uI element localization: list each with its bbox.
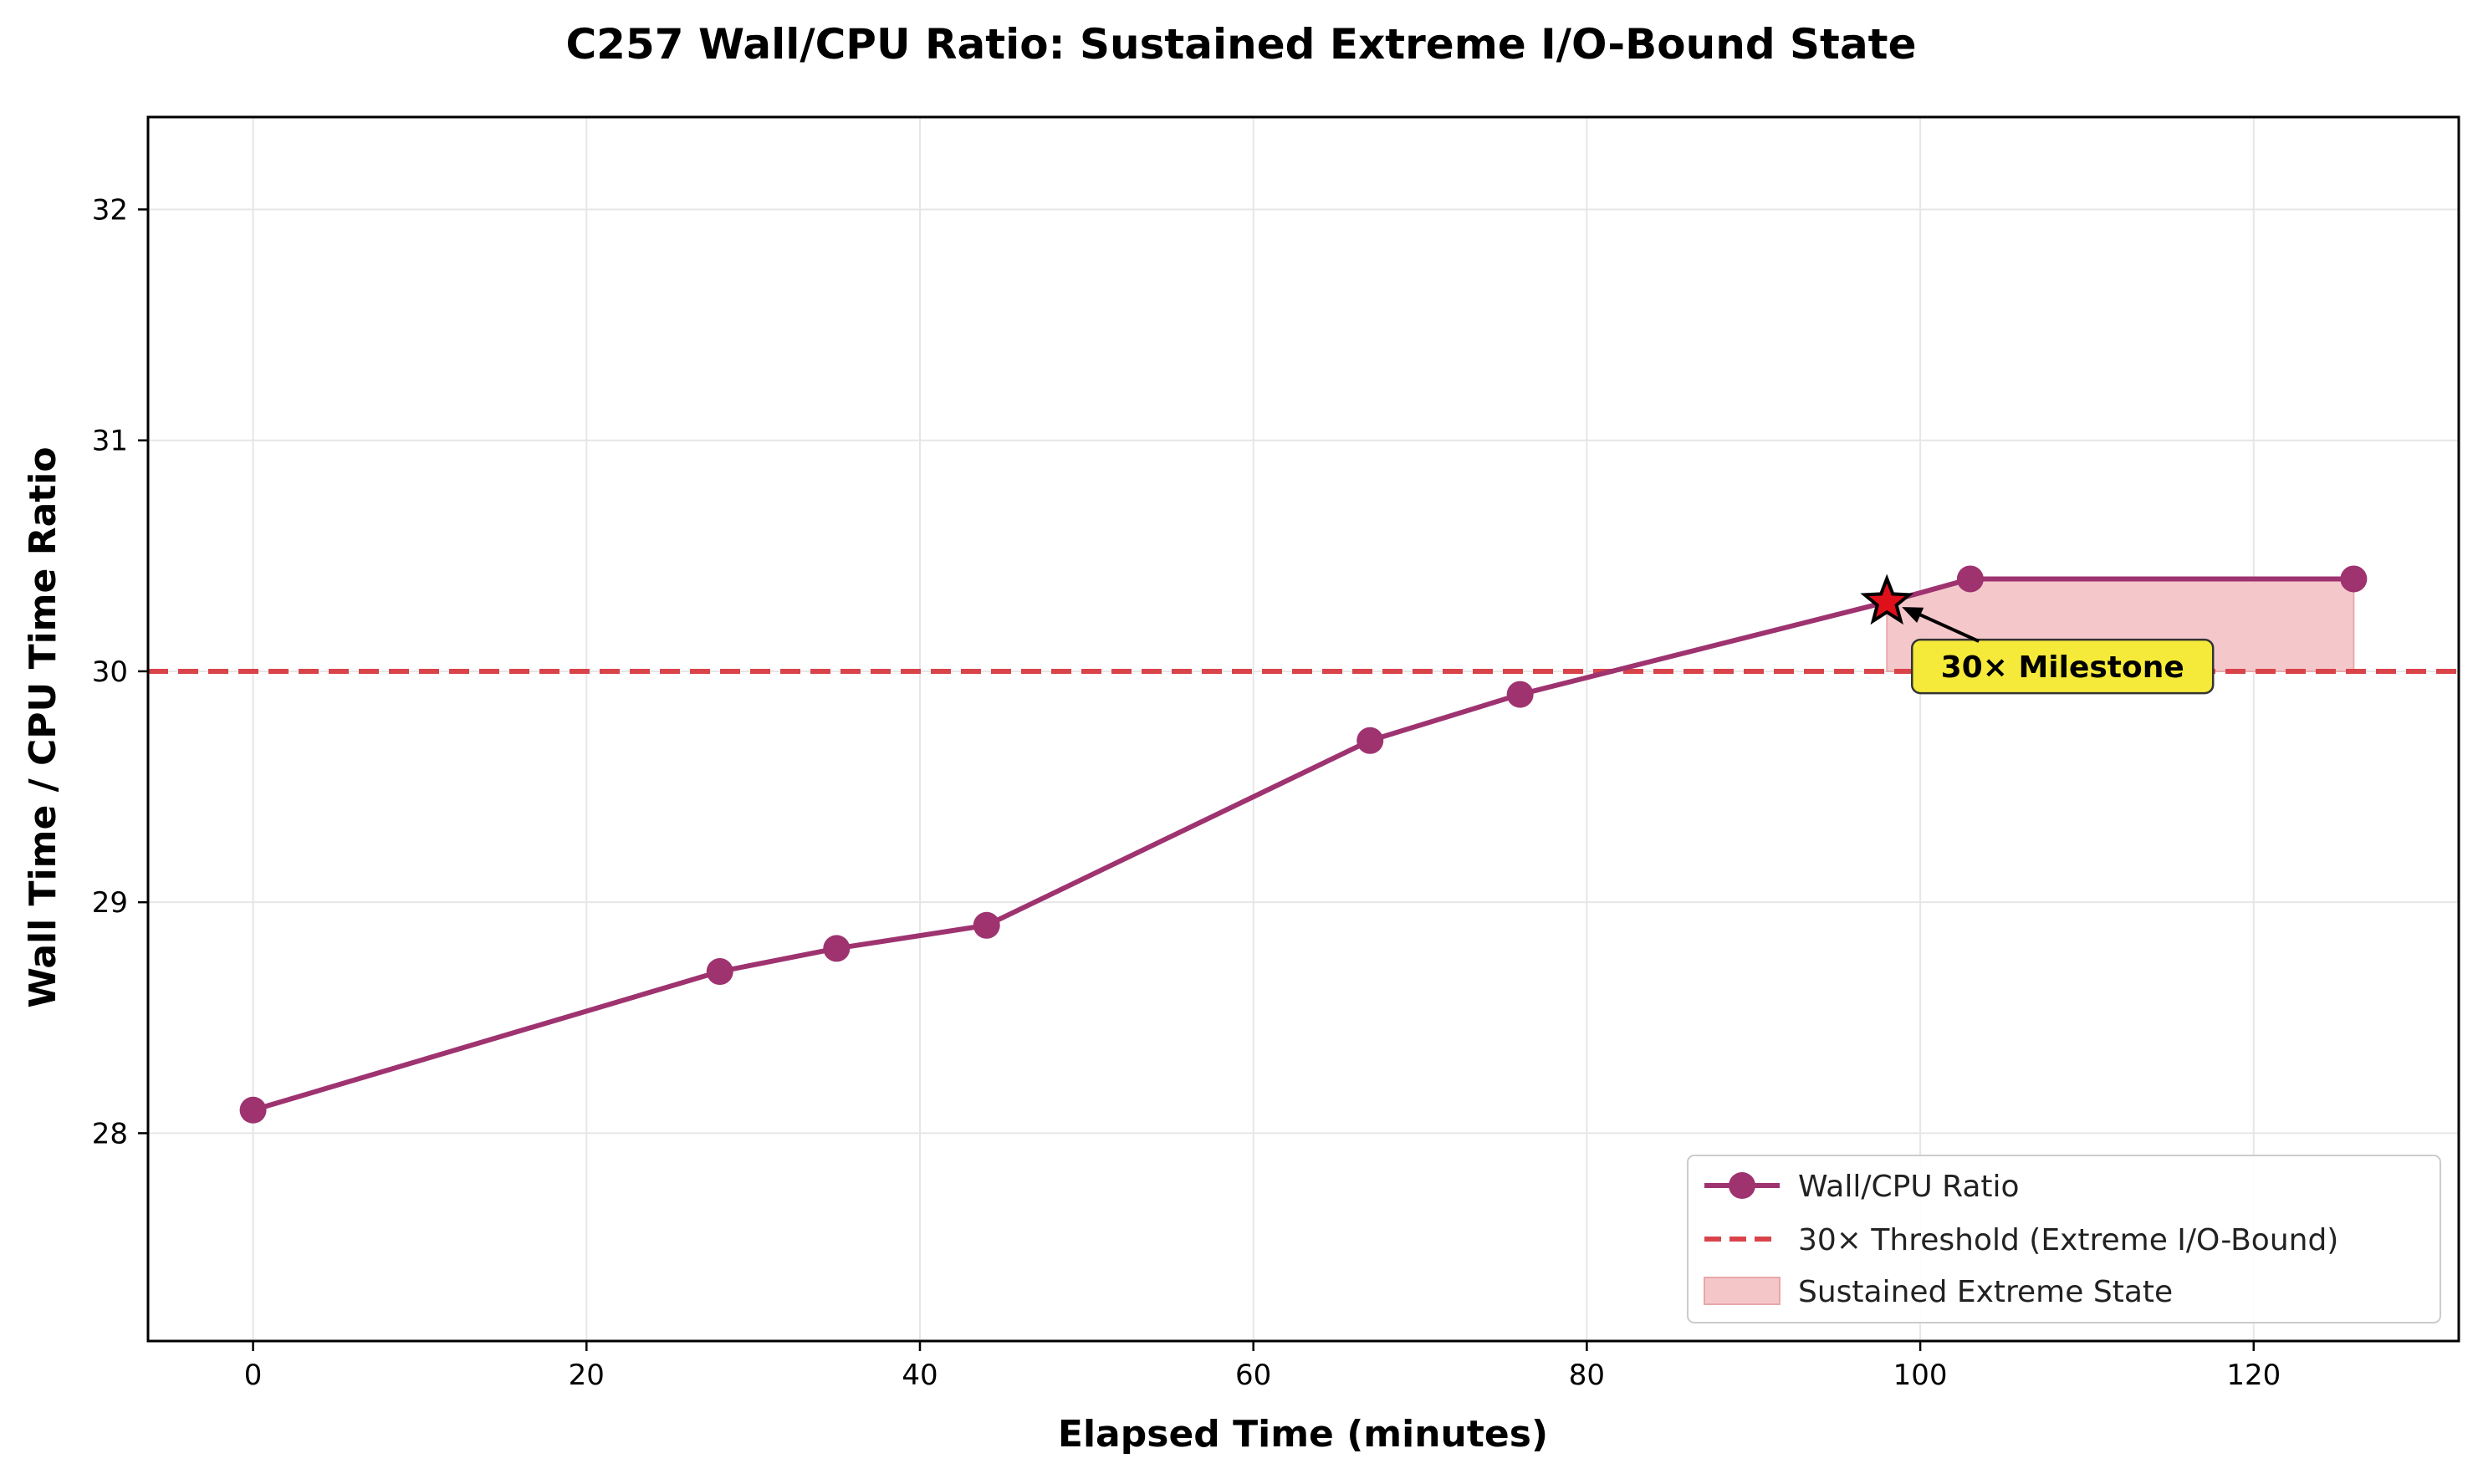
data-point xyxy=(823,935,851,962)
data-point xyxy=(1356,727,1384,754)
x-tick-label: 20 xyxy=(569,1359,605,1392)
y-tick-label: 31 xyxy=(92,425,128,458)
data-point xyxy=(973,911,1000,939)
plot-frame xyxy=(146,115,2460,1343)
milestone-label: 30× Milestone xyxy=(1941,650,2184,685)
legend-region-label: Sustained Extreme State xyxy=(1798,1275,2173,1309)
tick-layer: 0 20 40 60 80 100 120 28 29 30 31 32 xyxy=(92,193,2281,1392)
chart-title: C257 Wall/CPU Ratio: Sustained Extreme I… xyxy=(565,20,1916,69)
y-tick-label: 28 xyxy=(92,1117,128,1150)
y-tick-label: 29 xyxy=(92,886,128,920)
legend-threshold-label: 30× Threshold (Extreme I/O-Bound) xyxy=(1798,1223,2338,1257)
legend-series-label: Wall/CPU Ratio xyxy=(1798,1170,2020,1204)
data-point xyxy=(239,1096,267,1124)
milestone-arrow-head xyxy=(1902,607,1924,623)
x-tick-label: 40 xyxy=(902,1359,938,1392)
y-tick-label: 30 xyxy=(92,655,128,689)
x-tick-label: 80 xyxy=(1569,1359,1605,1392)
legend-region-swatch xyxy=(1704,1277,1781,1305)
data-point xyxy=(706,958,733,986)
x-tick-label: 0 xyxy=(244,1359,263,1392)
legend-box xyxy=(1687,1155,2441,1323)
data-point xyxy=(2340,565,2368,593)
y-axis-label: Wall Time / CPU Time Ratio xyxy=(22,446,64,1007)
x-tick-label: 100 xyxy=(1893,1359,1948,1392)
x-axis-label: Elapsed Time (minutes) xyxy=(1058,1413,1548,1456)
y-tick-label: 32 xyxy=(92,193,128,227)
x-tick-label: 120 xyxy=(2226,1359,2281,1392)
data-point xyxy=(1956,565,1984,593)
annotation-layer: 30× Milestone xyxy=(1860,574,2215,695)
x-tick-label: 60 xyxy=(1235,1359,1271,1392)
legend-series-marker xyxy=(1729,1172,1755,1199)
series-layer xyxy=(239,565,2368,1124)
data-point xyxy=(1506,681,1534,708)
milestone-label-box xyxy=(1910,638,2215,695)
legend: Wall/CPU Ratio 30× Threshold (Extreme I/O… xyxy=(1687,1155,2441,1323)
milestone-star-marker xyxy=(1860,574,1914,625)
